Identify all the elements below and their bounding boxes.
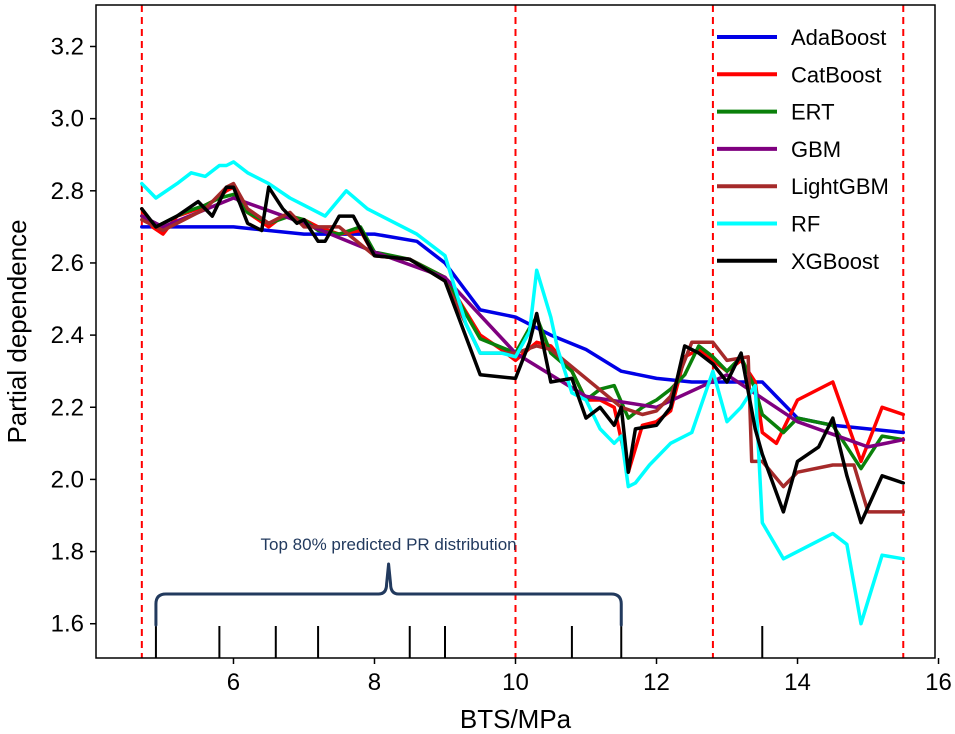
legend-label: LightGBM xyxy=(791,174,889,199)
legend-item-ert: ERT xyxy=(717,100,835,125)
legend-item-xgboost: XGBoost xyxy=(717,249,879,274)
y-axis-label: Partial dependence xyxy=(2,219,32,443)
legend: AdaBoost CatBoost ERT GBM LightGBM RF XGBoost xyxy=(717,25,889,274)
legend-label: ERT xyxy=(791,100,835,125)
annotation-text: Top 80% predicted PR distribution xyxy=(261,535,517,554)
series-line-rf xyxy=(140,160,906,626)
y-axis-ticks: 1.6 1.8 2.0 2.2 2.4 2.6 2.8 3.0 3.2 xyxy=(51,33,96,638)
series-line-adaboost xyxy=(140,225,906,435)
y-tick-label: 2.6 xyxy=(51,250,84,277)
distribution-brace xyxy=(154,562,623,627)
y-tick-label: 2.0 xyxy=(51,466,84,493)
series-line-ert xyxy=(140,192,906,471)
y-tick-label: 1.8 xyxy=(51,539,84,566)
series-lines xyxy=(140,160,906,626)
x-tick-label: 14 xyxy=(784,669,811,696)
x-tick-label: 12 xyxy=(643,669,670,696)
y-tick-label: 1.6 xyxy=(51,611,84,638)
rug-marks xyxy=(154,626,764,658)
x-tick-label: 6 xyxy=(227,669,240,696)
legend-label: CatBoost xyxy=(791,62,882,87)
legend-label: XGBoost xyxy=(791,249,879,274)
y-tick-label: 2.8 xyxy=(51,178,84,205)
series-line-xgboost xyxy=(140,185,906,525)
x-tick-label: 8 xyxy=(368,669,381,696)
x-axis-ticks: 6 8 10 12 14 16 xyxy=(227,658,952,696)
legend-item-adaboost: AdaBoost xyxy=(717,25,886,50)
y-tick-label: 2.4 xyxy=(51,322,84,349)
y-tick-label: 3.2 xyxy=(51,33,84,60)
x-tick-label: 10 xyxy=(502,669,529,696)
y-tick-label: 2.2 xyxy=(51,394,84,421)
x-axis-label: BTS/MPa xyxy=(460,704,572,734)
legend-label: GBM xyxy=(791,137,841,162)
vertical-reference-lines xyxy=(140,5,905,658)
legend-label: AdaBoost xyxy=(791,25,886,50)
y-tick-label: 3.0 xyxy=(51,106,84,133)
distribution-annotation: Top 80% predicted PR distribution xyxy=(154,535,623,627)
legend-item-catboost: CatBoost xyxy=(717,62,882,87)
legend-label: RF xyxy=(791,212,820,237)
x-tick-label: 16 xyxy=(925,669,952,696)
series-line-lightgbm xyxy=(140,181,906,514)
legend-item-lightgbm: LightGBM xyxy=(717,174,889,199)
legend-item-gbm: GBM xyxy=(717,137,841,162)
legend-item-rf: RF xyxy=(717,212,820,237)
